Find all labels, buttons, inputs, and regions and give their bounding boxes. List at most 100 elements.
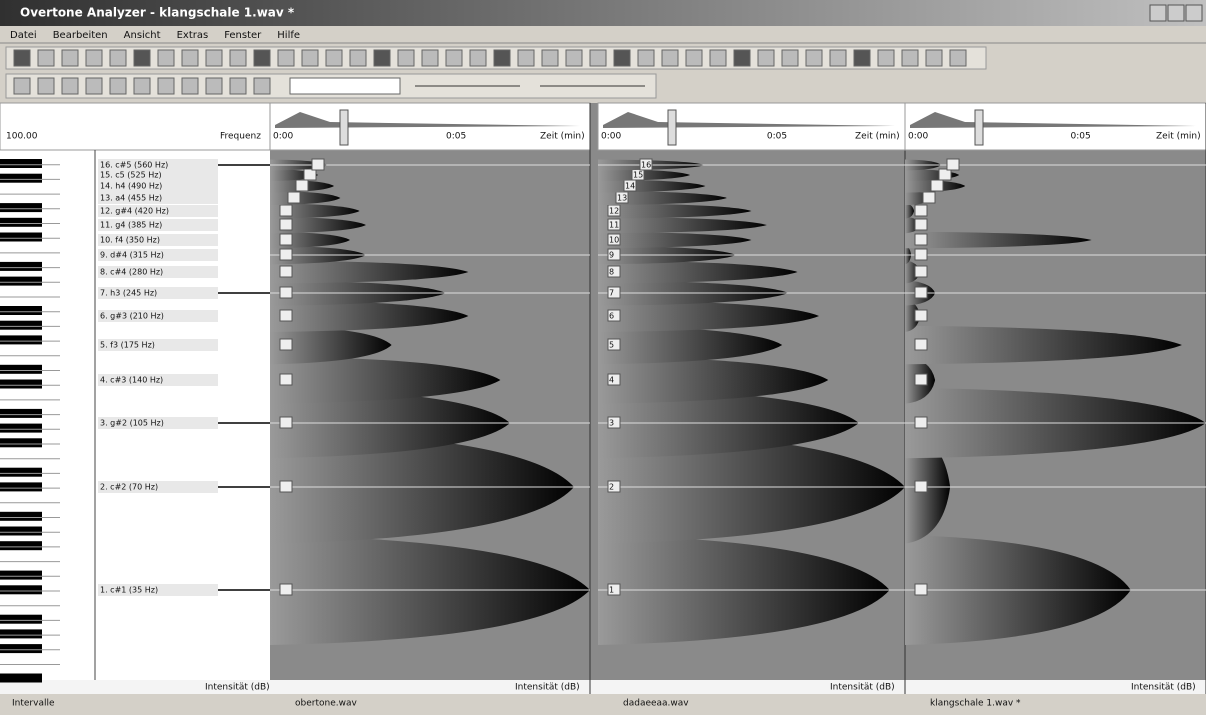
partial-number: 14	[625, 182, 635, 191]
toolbar-button[interactable]	[13, 77, 31, 95]
partial-number: 12	[609, 207, 619, 216]
toolbar-button[interactable]	[13, 49, 31, 67]
partial-label-bg	[98, 249, 218, 261]
toolbar-button[interactable]	[685, 49, 703, 67]
partial-label: 3. g#2 (105 Hz)	[100, 419, 164, 428]
black-key	[0, 467, 42, 477]
toolbar-button[interactable]	[613, 49, 631, 67]
toolbar-button[interactable]	[301, 49, 319, 67]
toolbar-button[interactable]	[829, 49, 847, 67]
toolbar-button[interactable]	[229, 77, 247, 95]
toolbar-button[interactable]	[589, 49, 607, 67]
header-label: Zeit (min)	[540, 132, 585, 142]
black-key	[0, 203, 42, 213]
toolbar-button[interactable]	[733, 49, 751, 67]
toolbar-button[interactable]	[157, 77, 175, 95]
toolbar-button[interactable]	[493, 49, 511, 67]
header-label: 0:00	[273, 132, 293, 142]
menu-item[interactable]: Extras	[177, 30, 209, 41]
toolbar-button[interactable]	[253, 49, 271, 67]
playhead[interactable]	[667, 109, 677, 146]
tab-label[interactable]: Intervalle	[12, 699, 55, 709]
toolbar-button[interactable]	[421, 49, 439, 67]
toolbar-button[interactable]	[37, 49, 55, 67]
toolbar-button[interactable]	[373, 49, 391, 67]
partial-marker	[279, 416, 293, 429]
toolbar-button[interactable]	[781, 49, 799, 67]
toolbar-button[interactable]	[133, 49, 151, 67]
partial-marker	[914, 416, 928, 429]
toolbar-button[interactable]	[109, 77, 127, 95]
toolbar-button[interactable]	[181, 49, 199, 67]
toolbar-button[interactable]	[901, 49, 919, 67]
toolbar-button[interactable]	[205, 49, 223, 67]
tab-label[interactable]: obertone.wav	[295, 699, 357, 709]
toolbar-button[interactable]	[61, 77, 79, 95]
maximize-button[interactable]	[1167, 4, 1185, 22]
toolbar-button[interactable]	[805, 49, 823, 67]
menu-item[interactable]: Datei	[10, 30, 37, 41]
toolbar-button[interactable]	[85, 49, 103, 67]
toolbar-button[interactable]	[325, 49, 343, 67]
partial-marker	[607, 373, 621, 386]
toolbar-button[interactable]	[85, 77, 103, 95]
toolbar-button[interactable]	[469, 49, 487, 67]
toolbar-button[interactable]	[517, 49, 535, 67]
partial-label-bg	[98, 287, 218, 299]
toolbar-button[interactable]	[925, 49, 943, 67]
toolbar-button[interactable]	[637, 49, 655, 67]
left-header	[0, 102, 271, 151]
black-key	[0, 673, 42, 683]
playhead[interactable]	[339, 109, 349, 146]
toolbar-button[interactable]	[757, 49, 775, 67]
title-bar	[0, 0, 1206, 26]
partial-marker	[279, 204, 293, 217]
tab-label[interactable]: klangschale 1.wav *	[930, 699, 1021, 709]
partial-label-bg	[98, 169, 218, 181]
toolbar-button[interactable]	[949, 49, 967, 67]
toolbar-button[interactable]	[853, 49, 871, 67]
toolbar-button[interactable]	[253, 77, 271, 95]
toolbar-button[interactable]	[877, 49, 895, 67]
toolbar-button[interactable]	[661, 49, 679, 67]
toolbar-button[interactable]	[709, 49, 727, 67]
toolbar-button[interactable]	[565, 49, 583, 67]
toolbar-button[interactable]	[445, 49, 463, 67]
partial-label-bg	[98, 417, 218, 429]
black-key	[0, 320, 42, 330]
partial-label: 9. d#4 (315 Hz)	[100, 251, 164, 260]
toolbar-button[interactable]	[541, 49, 559, 67]
partial-number: 13	[617, 194, 627, 203]
toolbar-button[interactable]	[181, 77, 199, 95]
partial-label: 10. f4 (350 Hz)	[100, 236, 160, 245]
toolbar-button[interactable]	[133, 77, 151, 95]
position-slider[interactable]	[289, 77, 401, 95]
partial-marker	[279, 373, 293, 386]
toolbar-button[interactable]	[277, 49, 295, 67]
menu-item[interactable]: Bearbeiten	[53, 30, 108, 41]
toolbar-button[interactable]	[397, 49, 415, 67]
toolbar-button[interactable]	[61, 49, 79, 67]
toolbar-button[interactable]	[229, 49, 247, 67]
axis-row	[0, 680, 1206, 694]
partial-number: 4	[609, 376, 614, 385]
close-button[interactable]	[1185, 4, 1203, 22]
black-key	[0, 364, 42, 374]
menu-item[interactable]: Fenster	[224, 30, 262, 41]
toolbar-button[interactable]	[205, 77, 223, 95]
minimize-button[interactable]	[1149, 4, 1167, 22]
overtone-band	[270, 216, 366, 234]
overtone-band	[598, 325, 783, 365]
toolbar-button[interactable]	[109, 49, 127, 67]
overtone-band	[270, 356, 501, 404]
tab-label[interactable]: dadaeeaa.wav	[623, 699, 689, 709]
toolbar-button[interactable]	[157, 49, 175, 67]
partial-marker	[279, 583, 293, 596]
black-key	[0, 570, 42, 580]
partial-marker	[914, 338, 928, 351]
menu-item[interactable]: Ansicht	[124, 30, 161, 41]
toolbar-button[interactable]	[349, 49, 367, 67]
toolbar-button[interactable]	[37, 77, 55, 95]
menu-item[interactable]: Hilfe	[277, 30, 300, 41]
playhead[interactable]	[974, 109, 984, 146]
